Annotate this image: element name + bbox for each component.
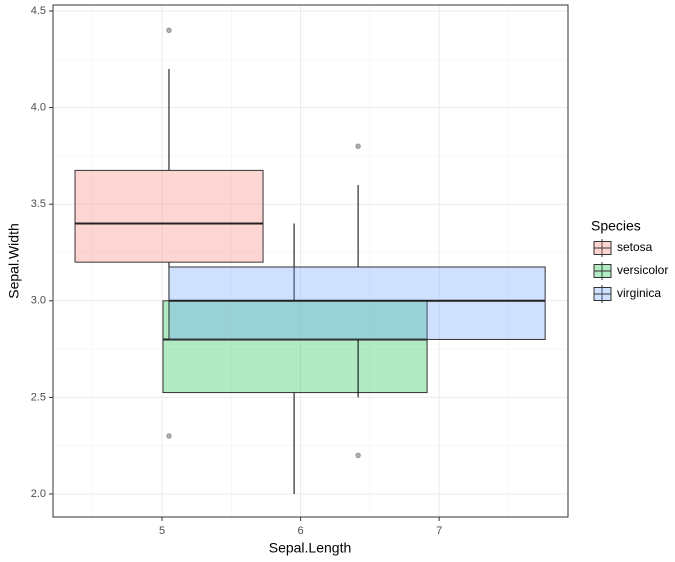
x-axis-title: Sepal.Length bbox=[269, 540, 352, 556]
outlier bbox=[166, 27, 172, 34]
x-tick-label: 7 bbox=[436, 525, 442, 537]
panel bbox=[53, 5, 568, 517]
box bbox=[168, 266, 546, 340]
y-tick-label: 2.5 bbox=[31, 391, 46, 403]
y-tick-label: 4.5 bbox=[31, 5, 46, 17]
outlier bbox=[166, 433, 172, 439]
legend-label: setosa bbox=[617, 240, 653, 254]
outlier bbox=[355, 452, 361, 459]
y-tick-label: 2.0 bbox=[31, 488, 46, 500]
y-axis-title: Sepal.Width bbox=[6, 223, 22, 298]
legend-label: virginica bbox=[617, 286, 661, 300]
legend-label: versicolor bbox=[617, 263, 668, 277]
y-tick-label: 3.0 bbox=[31, 295, 46, 307]
y-tick-label: 3.5 bbox=[31, 198, 46, 210]
panel-border bbox=[52, 4, 569, 518]
y-tick-label: 4.0 bbox=[31, 101, 46, 113]
x-tick-label: 5 bbox=[159, 525, 165, 537]
legend-title: Species bbox=[591, 218, 641, 234]
box bbox=[74, 169, 264, 263]
outlier bbox=[355, 143, 361, 150]
x-tick-label: 6 bbox=[298, 525, 304, 537]
box bbox=[162, 300, 428, 394]
